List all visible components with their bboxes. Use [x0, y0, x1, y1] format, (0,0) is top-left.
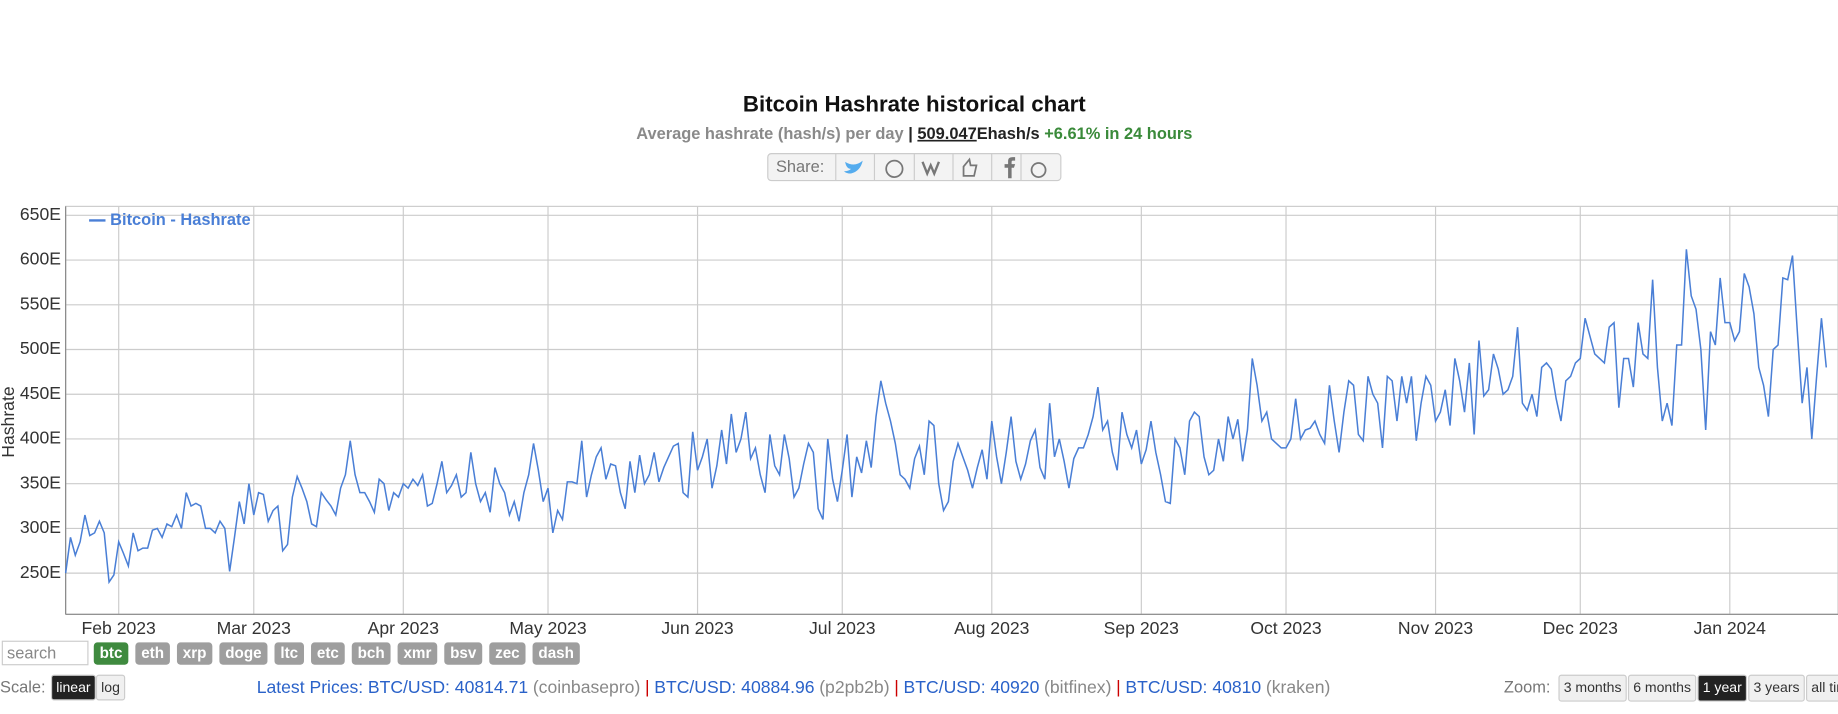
- price: BTC/USD: 40884.96: [654, 677, 814, 697]
- zoom-option: 3 years: [1753, 679, 1799, 695]
- coin-label: zec: [495, 645, 520, 662]
- coin-label: eth: [141, 645, 164, 662]
- coin-label: btc: [100, 645, 123, 662]
- zoom-button[interactable]: [1558, 674, 1627, 702]
- zoom-option: 3 months: [1564, 679, 1622, 695]
- current-hashrate: 509.047: [917, 125, 976, 143]
- coin-button[interactable]: [397, 642, 438, 665]
- coin-button[interactable]: [93, 642, 129, 665]
- zoom-button[interactable]: [1748, 674, 1805, 702]
- price: BTC/USD: 40814.71: [368, 677, 528, 697]
- x-tick-label: Jul 2023: [809, 618, 875, 638]
- legend-label: Bitcoin - Hashrate: [110, 211, 250, 229]
- vk-icon[interactable]: [921, 161, 941, 177]
- coin-label: xrp: [183, 645, 207, 662]
- data-line: [64, 249, 1828, 585]
- coin-button[interactable]: [135, 642, 170, 665]
- zoom-button[interactable]: [1627, 674, 1697, 702]
- zoom-option: 1 year: [1703, 679, 1742, 695]
- weibo-icon[interactable]: [1030, 162, 1047, 178]
- unit: Ehash/s: [977, 125, 1040, 143]
- y-tick-label: 350E: [20, 472, 61, 492]
- y-tick-label: 300E: [20, 517, 61, 537]
- search-placeholder: search: [7, 644, 56, 662]
- zoom-option: all time: [1811, 679, 1838, 695]
- x-tick-label: Jan 2024: [1694, 618, 1767, 638]
- coin-button[interactable]: [444, 642, 483, 665]
- reddit-icon[interactable]: [885, 159, 904, 178]
- x-tick-label: Mar 2023: [217, 618, 291, 638]
- subtitle-text: Average hashrate (hash/s) per day: [636, 125, 904, 143]
- coin-button[interactable]: [274, 642, 304, 665]
- coin-button[interactable]: [351, 642, 391, 665]
- share-label: Share:: [776, 158, 824, 176]
- price: BTC/USD: 40810: [1125, 677, 1261, 697]
- coin-label: ltc: [280, 645, 298, 662]
- x-tick-label: May 2023: [509, 618, 586, 638]
- price-source: (kraken): [1266, 677, 1330, 697]
- search-box[interactable]: [1, 640, 89, 666]
- x-tick-label: Sep 2023: [1104, 618, 1179, 638]
- y-tick-label: 550E: [20, 293, 61, 313]
- coin-label: bsv: [450, 645, 477, 662]
- coin-label: xmr: [403, 645, 431, 662]
- x-tick-label: Oct 2023: [1250, 618, 1321, 638]
- scale-button[interactable]: [50, 674, 96, 701]
- x-tick-label: Aug 2023: [954, 618, 1029, 638]
- price-source: (p2pb2b): [819, 677, 889, 697]
- like-icon[interactable]: [962, 157, 978, 177]
- y-tick-label: 500E: [20, 338, 61, 358]
- zoom-button[interactable]: [1697, 674, 1748, 702]
- x-tick-label: Jun 2023: [661, 618, 733, 638]
- coin-button[interactable]: [311, 642, 345, 665]
- price: BTC/USD: 40920: [904, 677, 1040, 697]
- y-tick-label: 600E: [20, 249, 61, 269]
- coin-button[interactable]: [176, 642, 213, 665]
- share-bar: Share:: [767, 153, 1062, 182]
- chart-title: Bitcoin Hashrate historical chart: [743, 91, 1086, 116]
- price-separator: |: [894, 677, 899, 697]
- x-tick-label: Dec 2023: [1543, 618, 1618, 638]
- prices-label: Latest Prices:: [257, 677, 363, 697]
- coin-label: doge: [225, 645, 261, 662]
- coin-label: dash: [538, 645, 574, 662]
- coin-button[interactable]: [489, 642, 526, 665]
- x-tick-label: Nov 2023: [1398, 618, 1473, 638]
- x-tick-label: Apr 2023: [368, 618, 439, 638]
- scale-option: log: [101, 679, 120, 695]
- zoom-option: 6 months: [1633, 679, 1691, 695]
- x-tick-label: Feb 2023: [82, 618, 156, 638]
- share-dividers: [835, 153, 1022, 181]
- coin-label: bch: [358, 645, 385, 662]
- price-source: (coinbasepro): [533, 677, 640, 697]
- y-axis-title: Hashrate: [0, 386, 18, 457]
- scale-button[interactable]: [95, 674, 126, 701]
- y-tick-label: 450E: [20, 383, 61, 403]
- coin-button[interactable]: [219, 642, 268, 665]
- scale-label: Scale:: [0, 678, 46, 696]
- zoom-label: Zoom:: [1504, 678, 1550, 696]
- y-tick-label: 650E: [20, 204, 61, 224]
- coin-button[interactable]: [532, 642, 580, 665]
- change: +6.61% in 24 hours: [1044, 125, 1192, 143]
- price-separator: |: [645, 677, 650, 697]
- zoom-button[interactable]: [1806, 674, 1838, 702]
- price-separator: |: [1116, 677, 1121, 697]
- y-tick-label: 400E: [20, 428, 61, 448]
- subtitle: Average hashrate (hash/s) per day | 509.…: [636, 125, 1192, 143]
- separator: |: [908, 125, 913, 143]
- twitter-icon[interactable]: [843, 160, 863, 174]
- price-source: (bitfinex): [1044, 677, 1111, 697]
- plot-area: [65, 205, 1838, 615]
- coin-label: etc: [317, 645, 340, 662]
- y-tick-label: 250E: [20, 562, 61, 582]
- facebook-icon[interactable]: [1004, 157, 1016, 179]
- scale-option: linear: [56, 679, 91, 695]
